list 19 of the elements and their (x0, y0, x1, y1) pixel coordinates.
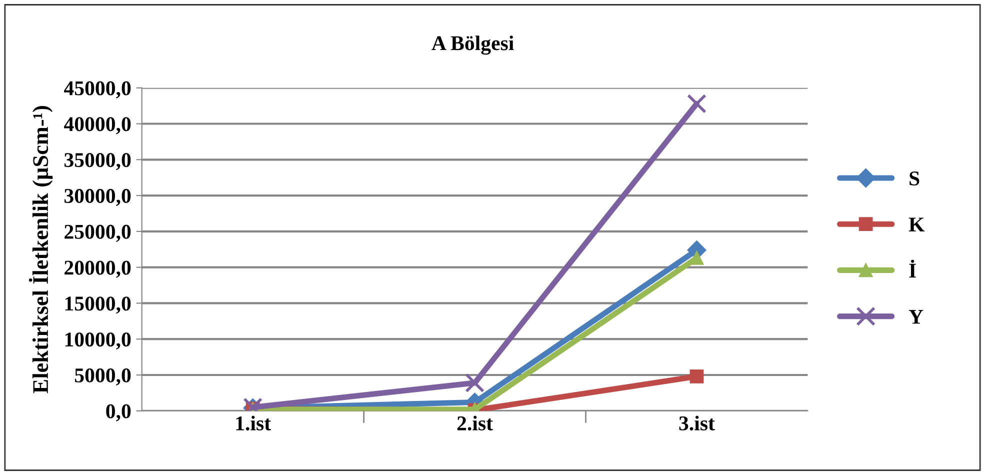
y-tick-label: 35000,0 (64, 153, 131, 170)
chart-title: A Bölgesi (432, 36, 514, 55)
y-tick-label: 25000,0 (64, 224, 131, 242)
legend-label: İ (909, 260, 916, 278)
x-tick-label: 1.ist (236, 416, 271, 430)
y-tick-label: 45000,0 (64, 81, 131, 98)
x-tick-label: 2.ist (457, 416, 493, 430)
y-tick-label: 5000,0 (74, 368, 131, 386)
y-axis-title: Elektirksel İletkenlik (µScm-¹) (28, 106, 53, 394)
x-tick-label: 3.ist (679, 416, 715, 430)
y-tick-label: 10000,0 (65, 332, 131, 350)
y-tick-label: 20000,0 (64, 260, 131, 278)
y-tick-label: 0,0 (106, 404, 131, 422)
legend-label: S (910, 171, 920, 186)
y-tick-label: 40000,0 (64, 117, 131, 134)
y-tick-label: 30000,0 (64, 188, 131, 206)
legend-label: K (908, 218, 925, 232)
y-tick-label: 15000,0 (65, 296, 131, 314)
legend-label: Y (908, 310, 924, 324)
